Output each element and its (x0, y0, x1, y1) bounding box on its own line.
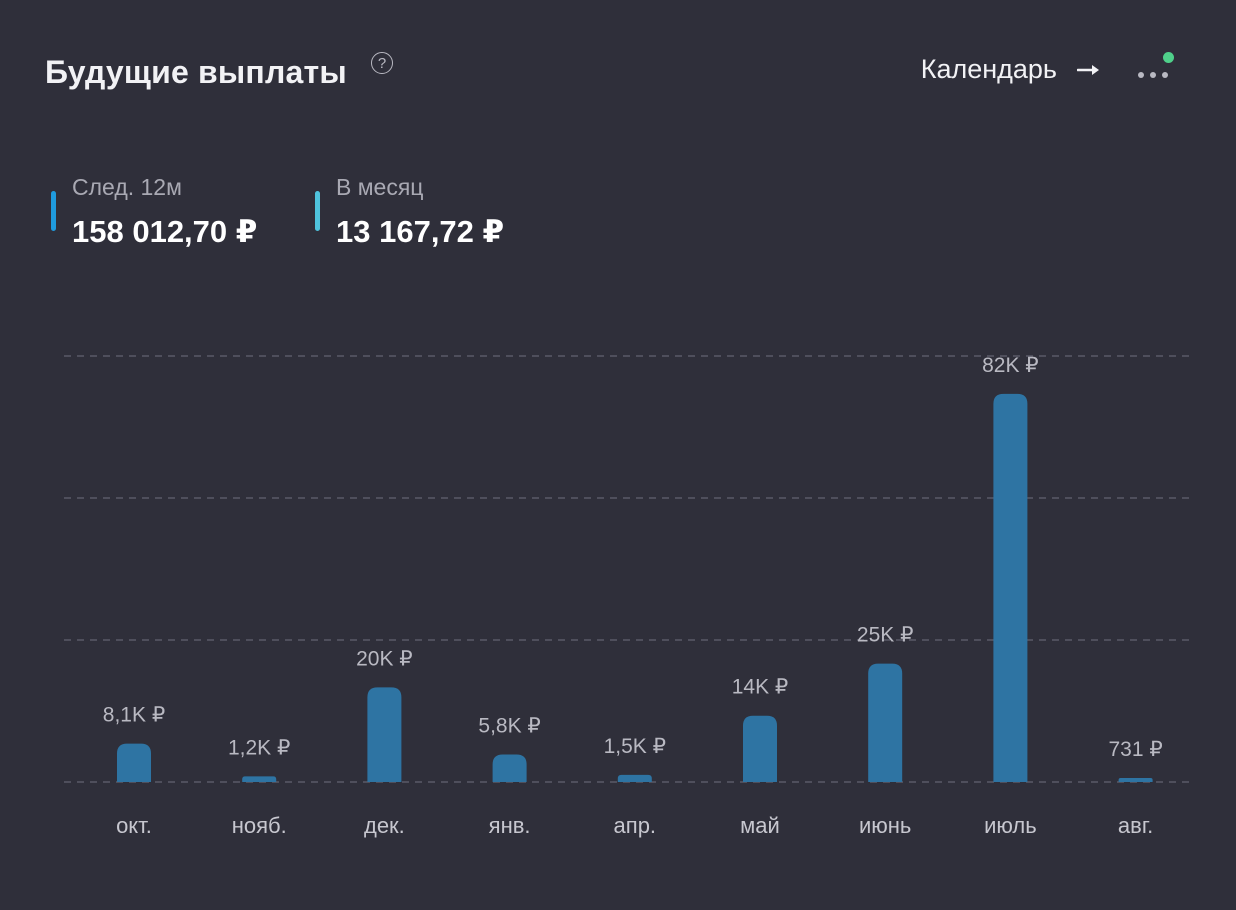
month-label: июнь (859, 813, 911, 838)
arrow-right-icon (1077, 64, 1099, 75)
month-label: окт. (116, 813, 152, 838)
bar-6[interactable] (868, 663, 903, 782)
month-label: апр. (614, 813, 657, 838)
stat-per-month-label: В месяц (336, 174, 424, 200)
bar-3[interactable] (492, 754, 527, 782)
bar-4[interactable] (617, 774, 652, 782)
bar-value-label: 1,5K ₽ (604, 735, 666, 758)
page-title: Будущие выплаты (45, 54, 347, 90)
bar-value-label: 8,1K ₽ (103, 704, 165, 727)
bar-2[interactable] (367, 687, 402, 782)
month-label: май (740, 813, 780, 838)
calendar-link[interactable]: Календарь (921, 54, 1101, 85)
month-label: нояб. (232, 813, 287, 838)
stat-per-month-value: 13 167,72 ₽ (336, 214, 505, 249)
bar-7[interactable] (993, 393, 1028, 782)
bar-value-label: 731 ₽ (1108, 738, 1162, 761)
month-label: авг. (1118, 813, 1153, 838)
calendar-link-label: Календарь (920, 54, 1057, 84)
bar-value-label: 5,8K ₽ (478, 715, 540, 738)
help-icon[interactable]: ? (371, 52, 393, 74)
notification-dot (1163, 52, 1174, 63)
bar-8[interactable] (1118, 778, 1153, 782)
month-label: июль (984, 813, 1037, 838)
month-label: дек. (364, 813, 405, 838)
bar-0[interactable] (117, 743, 151, 782)
bar-value-label: 82K ₽ (982, 354, 1039, 377)
stat-next-12m-marker (51, 191, 56, 231)
bar-1[interactable] (242, 776, 277, 782)
month-label: янв. (489, 813, 531, 838)
bar-value-label: 20K ₽ (356, 647, 413, 670)
bar-value-label: 1,2K ₽ (228, 736, 290, 759)
bar-value-label: 25K ₽ (857, 624, 914, 647)
header: Будущие выплаты ? Календарь (45, 48, 1176, 98)
stat-per-month-marker (315, 191, 320, 231)
payout-bar-chart: 8,1K ₽ окт. 1,2K ₽ нояб. 20K ₽ дек. 5,8K ₽ янв.… (64, 354, 1190, 838)
bar-5[interactable] (743, 715, 777, 782)
more-options-icon[interactable] (1136, 52, 1176, 86)
stat-next-12m-value: 158 012,70 ₽ (72, 214, 258, 249)
bar-value-label: 14K ₽ (732, 676, 789, 699)
stat-next-12m-label: След. 12м (72, 174, 182, 200)
